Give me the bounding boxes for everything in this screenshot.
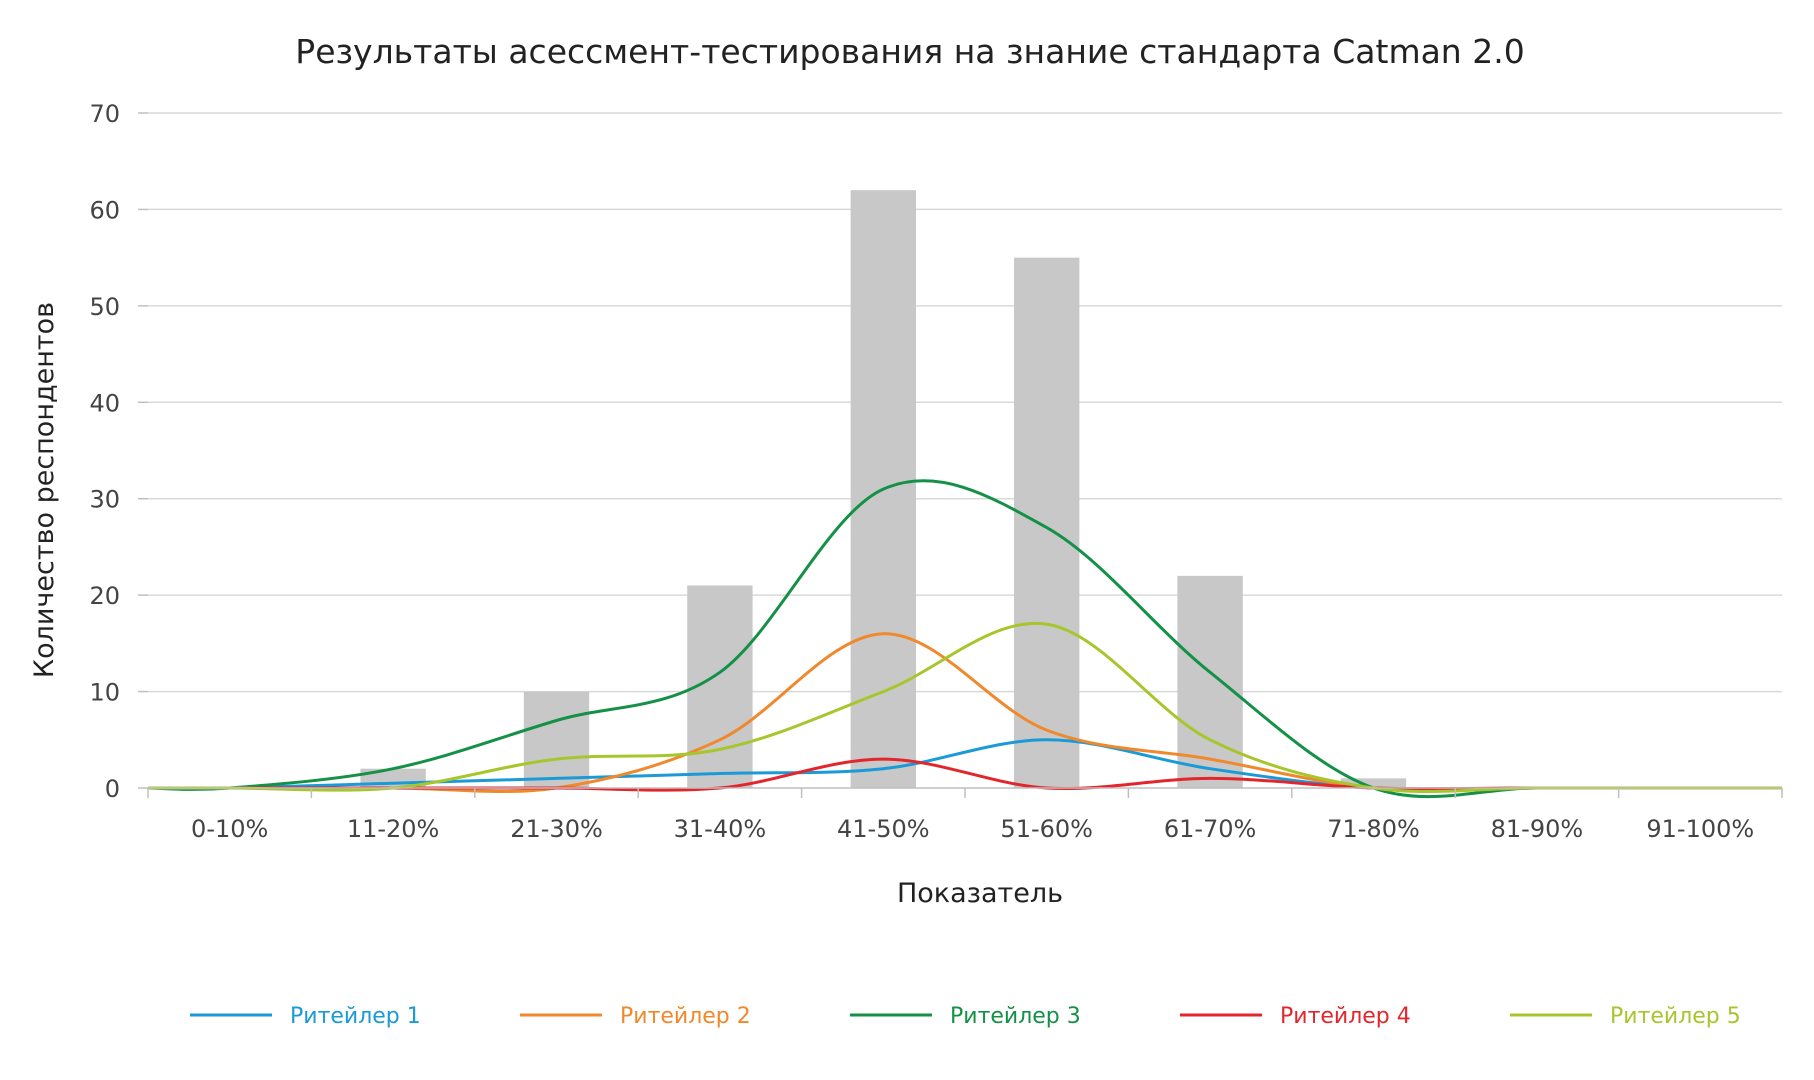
x-tick-label: 11-20%	[347, 815, 440, 843]
series-line-1	[147, 738, 1782, 791]
y-tick-label: 10	[89, 679, 120, 707]
x-tick-label: 61-70%	[1164, 815, 1257, 843]
legend-label: Ритейлер 1	[290, 1004, 421, 1029]
y-tick-label: 40	[89, 389, 120, 417]
x-tick-label: 91-100%	[1646, 815, 1754, 843]
x-tick-label: 51-60%	[1000, 815, 1093, 843]
axes: 0 10 20 30 40 50 60 70 0-10% 11-20% 21-30% 31-40% 41…	[89, 100, 1783, 843]
legend-label: Ритейлер 4	[1280, 1004, 1411, 1029]
legend-label: Ритейлер 5	[1610, 1004, 1741, 1029]
y-tick-label: 50	[89, 293, 120, 321]
gridlines	[148, 112, 1782, 693]
x-tick-label: 31-40%	[674, 815, 767, 843]
x-tick-label: 81-90%	[1491, 815, 1584, 843]
x-tick-label: 71-80%	[1327, 815, 1420, 843]
x-tick-label: 21-30%	[510, 815, 603, 843]
series-line-3	[147, 479, 1782, 799]
legend: Ритейлер 1 Ритейлер 2 Ритейлер 3 Ритейлер 4…	[190, 1004, 1741, 1029]
y-tick-label: 30	[89, 486, 120, 514]
y-tick-label: 60	[89, 196, 120, 224]
y-tick-label: 20	[89, 582, 120, 610]
legend-label: Ритейлер 3	[950, 1004, 1081, 1029]
line-series	[147, 479, 1782, 799]
x-tick-label: 41-50%	[837, 815, 930, 843]
bar	[1340, 778, 1407, 788]
y-axis-title: Количество респондентов	[29, 302, 60, 678]
x-tick-label: 0-10%	[191, 815, 268, 843]
chart-title: Результаты асессмент-тестирования на зна…	[295, 32, 1524, 71]
bar	[1177, 575, 1243, 788]
bar	[1014, 257, 1080, 789]
x-axis-title: Показатель	[897, 878, 1063, 909]
y-tick-label: 0	[105, 775, 120, 803]
legend-label: Ритейлер 2	[620, 1004, 751, 1029]
series-line-5	[148, 621, 1782, 794]
bar	[523, 691, 590, 788]
y-tick-label: 70	[89, 100, 120, 128]
